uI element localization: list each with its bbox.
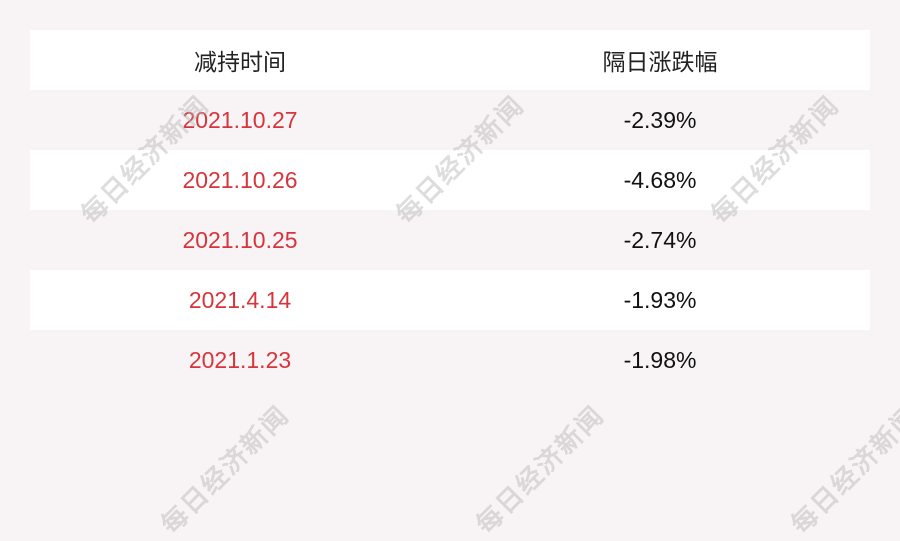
header-reduction-date: 减持时间 xyxy=(194,49,286,75)
watermark: 每日经济新闻 xyxy=(470,400,611,541)
watermark: 每日经济新闻 xyxy=(785,400,900,541)
table-row: 2021.10.26 -4.68% xyxy=(30,150,870,210)
date-cell: 2021.4.14 xyxy=(188,286,292,313)
change-cell: -4.68% xyxy=(623,166,697,193)
watermark: 每日经济新闻 xyxy=(155,400,296,541)
table-row: 2021.1.23 -1.98% xyxy=(30,330,870,390)
header-next-day-change: 隔日涨跌幅 xyxy=(602,49,718,75)
table-header: 减持时间 隔日涨跌幅 xyxy=(30,30,870,90)
change-cell: -2.74% xyxy=(623,226,697,253)
change-cell: -1.93% xyxy=(623,286,697,313)
change-cell: -2.39% xyxy=(623,106,697,133)
date-cell: 2021.10.26 xyxy=(182,166,298,193)
table-row: 2021.10.25 -2.74% xyxy=(30,210,870,270)
date-cell: 2021.1.23 xyxy=(188,346,292,373)
data-table: 减持时间 隔日涨跌幅 2021.10.27 -2.39% 2021.10.26 … xyxy=(30,30,870,390)
date-cell: 2021.10.25 xyxy=(182,226,298,253)
change-cell: -1.98% xyxy=(623,346,697,373)
date-cell: 2021.10.27 xyxy=(182,106,298,133)
table-row: 2021.10.27 -2.39% xyxy=(30,90,870,150)
table-row: 2021.4.14 -1.93% xyxy=(30,270,870,330)
